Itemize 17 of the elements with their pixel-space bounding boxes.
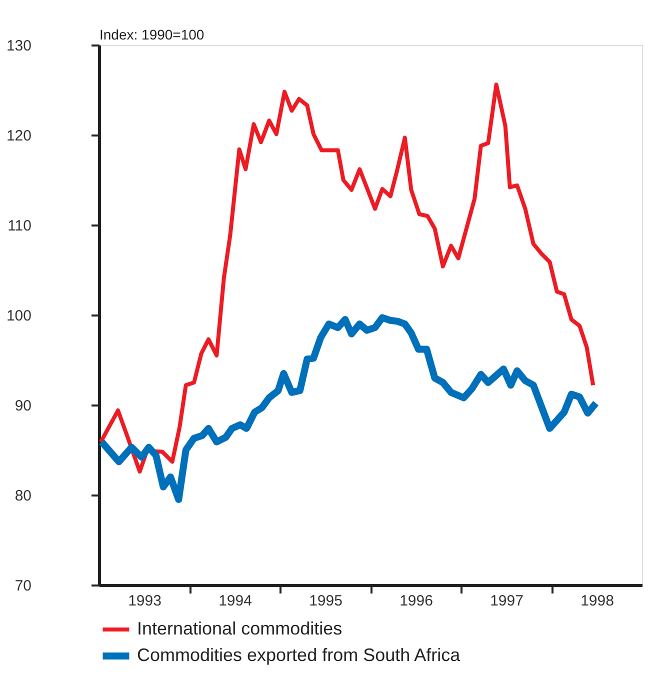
y-tick-label: 120 <box>6 128 32 144</box>
y-tick-label: 80 <box>14 488 32 504</box>
y-tick-label: 110 <box>8 218 32 234</box>
x-tick-label: 1993 <box>128 592 162 610</box>
y-axis-title: Index: 1990=100 <box>100 26 204 42</box>
x-tick-label: 1996 <box>400 592 433 610</box>
line-series <box>98 82 596 474</box>
y-tick-label: 70 <box>14 578 32 594</box>
x-tick-label: 1998 <box>580 592 614 610</box>
y-tick-label: 90 <box>14 398 32 414</box>
x-tick-label: 1997 <box>490 592 524 610</box>
y-tick-label: 100 <box>6 308 32 324</box>
y-tick-label: 130 <box>6 38 32 54</box>
legend-label: International commodities <box>137 618 342 638</box>
x-tick-label: 1994 <box>218 592 252 610</box>
x-tick-label: 1995 <box>309 592 342 610</box>
legend-label: Commodities exported from South Africa <box>137 645 462 665</box>
